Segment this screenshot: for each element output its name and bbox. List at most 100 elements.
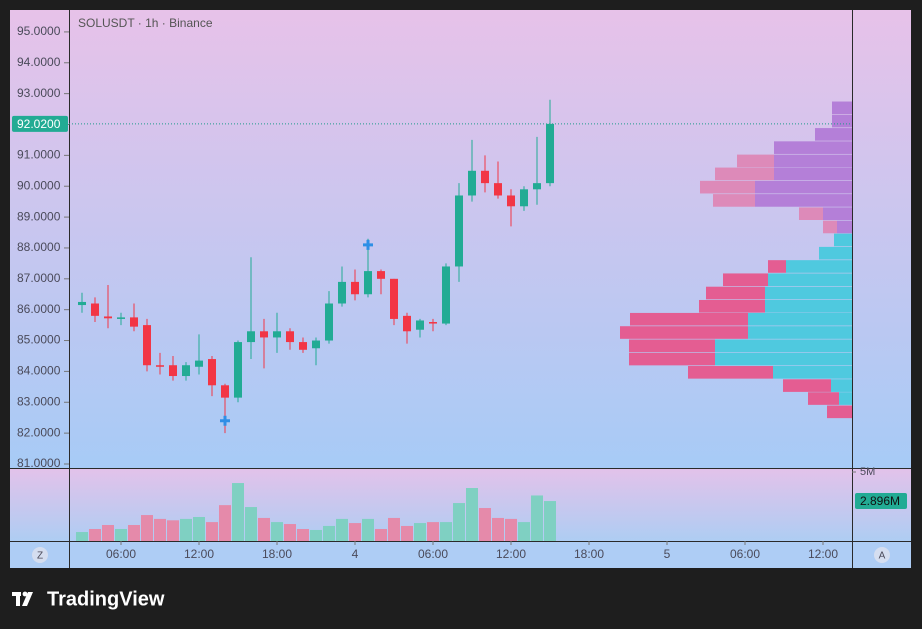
profile-up <box>755 194 852 207</box>
profile-down <box>699 299 765 313</box>
candle-body <box>234 342 242 398</box>
candle-body <box>117 317 125 319</box>
profile-down <box>768 260 786 273</box>
candle-body <box>169 365 177 377</box>
candle-body <box>338 281 346 304</box>
chart-title: SOLUSDT · 1h · Binance <box>78 16 213 30</box>
candle-body <box>351 281 359 295</box>
profile-down <box>688 366 773 379</box>
profile-down <box>700 180 755 194</box>
profile-up <box>768 273 852 287</box>
last-price-label: 92.0200 <box>17 117 61 131</box>
profile-down <box>783 379 831 392</box>
candle-body <box>468 170 476 196</box>
profile-up <box>815 128 852 141</box>
y-tick-label: 89.0000 <box>17 209 61 223</box>
profile-up <box>823 207 852 220</box>
volume-bar <box>232 483 244 541</box>
profile-up <box>832 101 852 115</box>
profile-up <box>774 141 852 154</box>
volume-bar <box>492 517 504 541</box>
button-label[interactable]: A <box>879 551 886 562</box>
candle-body <box>195 360 203 367</box>
x-tick-label: 4 <box>352 547 359 561</box>
button[interactable] <box>874 547 890 563</box>
candle-body <box>299 342 307 350</box>
candle-body <box>416 320 424 330</box>
profile-up <box>837 220 852 234</box>
candle-body <box>325 303 333 341</box>
separators <box>10 10 911 568</box>
y-tick-label: 81.0000 <box>17 456 61 470</box>
profile-down <box>799 207 823 220</box>
candle-body <box>182 365 190 377</box>
x-tick-label: 18:00 <box>574 547 604 561</box>
candle-body <box>221 385 229 398</box>
volume-bar <box>518 522 530 541</box>
volume-bar <box>154 518 166 541</box>
volume-last-label: 2.896M <box>860 494 900 508</box>
logo <box>12 591 33 606</box>
candle-body <box>403 315 411 332</box>
volume-bar <box>115 528 127 541</box>
profile-down <box>827 405 852 419</box>
volume-bar <box>297 528 309 541</box>
candle-body <box>494 183 502 196</box>
candle-body <box>143 325 151 366</box>
volume-bar <box>141 515 153 541</box>
volume-bar <box>128 524 140 541</box>
volume-bar <box>440 522 452 541</box>
volume-bar <box>323 525 335 541</box>
candle-body <box>260 331 268 338</box>
volume-bar <box>271 522 283 541</box>
candle-body <box>286 331 294 343</box>
profile-down <box>629 352 715 366</box>
y-tick-label: 93.0000 <box>17 86 61 100</box>
button[interactable] <box>32 547 48 563</box>
x-tick-label: 18:00 <box>262 547 292 561</box>
y-tick-label: 94.0000 <box>17 55 61 69</box>
profile-down <box>630 312 748 326</box>
x-tick-label: 12:00 <box>184 547 214 561</box>
profile-up <box>748 326 852 339</box>
profile-up <box>774 167 852 181</box>
candle-body <box>273 331 281 338</box>
marker <box>363 239 373 250</box>
candle-body <box>156 365 164 367</box>
button-label[interactable]: Z <box>37 551 43 562</box>
volume-bar <box>453 503 465 541</box>
candle-body <box>91 303 99 316</box>
profile-down <box>823 220 837 234</box>
y-tick-label: 85.0000 <box>17 333 61 347</box>
volume-bar <box>505 518 517 541</box>
candle-body <box>546 123 554 184</box>
volume-last-box <box>855 493 907 510</box>
volume-tick-label: 5M <box>860 466 875 478</box>
candle-body <box>247 331 255 343</box>
time-axis <box>10 541 911 568</box>
y-tick-label: 88.0000 <box>17 240 61 254</box>
x-tick-label: 12:00 <box>496 547 526 561</box>
x-tick-label: 12:00 <box>808 547 838 561</box>
volume-bar <box>245 507 257 541</box>
volume-bar <box>310 529 322 541</box>
volume-bar <box>284 524 296 541</box>
x-tick-label: 06:00 <box>418 547 448 561</box>
y-tick-label: 84.0000 <box>17 364 61 378</box>
candle-body <box>312 340 320 349</box>
candle-body <box>429 322 437 324</box>
profile-up <box>839 392 852 405</box>
profile-up <box>834 233 852 247</box>
volume-bar <box>388 517 400 541</box>
x-tick-label: 06:00 <box>106 547 136 561</box>
candle-body <box>520 189 528 207</box>
candle-body <box>533 183 541 190</box>
marker <box>220 415 230 426</box>
volume-bar <box>414 523 426 541</box>
volume-bar <box>206 522 218 541</box>
candle-body <box>208 359 216 386</box>
volume-bar <box>180 518 192 541</box>
x-tick-label: 5 <box>664 547 671 561</box>
candle-body <box>507 195 515 207</box>
